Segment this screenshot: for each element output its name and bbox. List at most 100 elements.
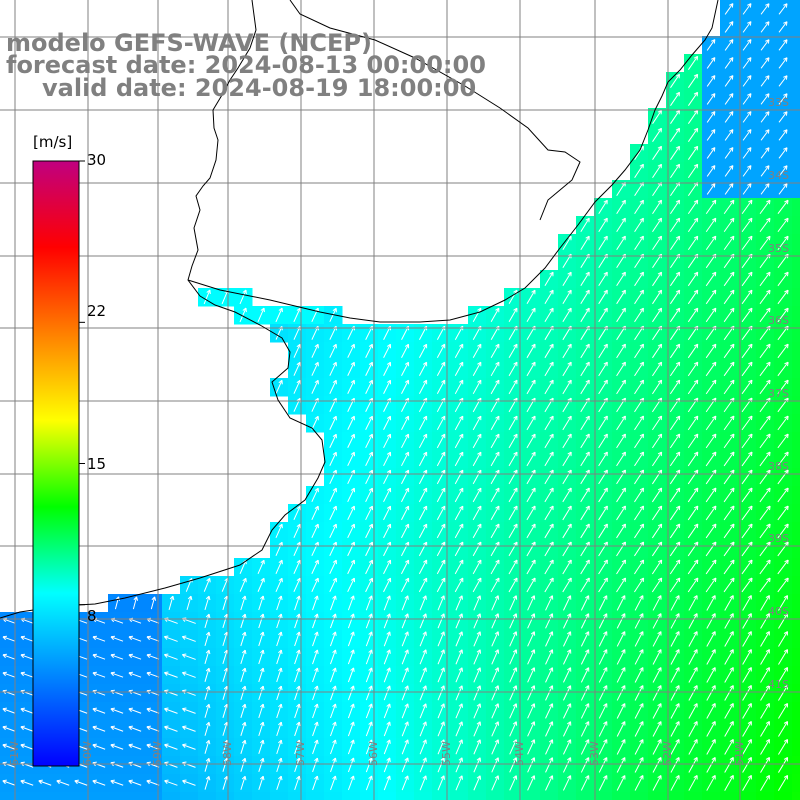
wind-speed-cell [162, 792, 181, 800]
wind-arrow [508, 379, 518, 395]
wind-arrow [472, 559, 482, 575]
wind-arrow [454, 379, 464, 395]
wind-arrow [312, 667, 319, 683]
wind-arrow [760, 721, 770, 737]
wind-arrow [312, 721, 319, 737]
wind-arrow [544, 523, 554, 539]
wind-speed-cell [378, 792, 397, 800]
wind-arrow [128, 725, 142, 732]
wind-arrow [724, 595, 734, 611]
wind-arrow [491, 685, 500, 701]
wind-speed-cell [288, 792, 307, 800]
wind-arrow [383, 397, 392, 413]
wind-arrow [365, 451, 374, 467]
wind-speed-cell [792, 18, 800, 37]
wind-arrow [401, 721, 409, 737]
wind-speed-cell [720, 792, 739, 800]
wind-arrow [741, 433, 753, 449]
wind-arrow [652, 649, 662, 665]
wind-arrow [634, 685, 644, 701]
wind-arrow [455, 667, 463, 683]
wind-arrow [742, 129, 752, 141]
wind-arrow [778, 649, 789, 665]
wind-speed-cell [54, 792, 73, 800]
wind-speed-cell [792, 450, 800, 469]
wind-arrow [276, 739, 283, 755]
wind-arrow [562, 721, 572, 737]
wind-arrow [598, 577, 608, 593]
wind-speed-cell [792, 558, 800, 577]
wind-arrow [258, 703, 265, 719]
wind-arrow [293, 379, 301, 394]
wind-arrow [705, 415, 717, 431]
wind-arrow [509, 631, 518, 647]
wind-arrow [669, 505, 681, 521]
wind-arrow [598, 613, 608, 629]
wind-arrow [455, 649, 463, 665]
wind-arrow [742, 775, 752, 791]
wind-arrow [312, 685, 319, 701]
wind-arrow [580, 487, 590, 503]
wind-speed-cell [792, 702, 800, 721]
wind-arrow [455, 721, 463, 737]
wind-arrow [383, 559, 392, 575]
colorbar [32, 160, 85, 767]
wind-arrow [545, 595, 554, 611]
longitude-label: 59W [151, 741, 164, 766]
wind-arrow [365, 505, 374, 521]
wind-arrow [688, 55, 699, 70]
wind-speed-cell [792, 630, 800, 649]
wind-arrow [545, 631, 554, 647]
wind-arrow [329, 631, 337, 647]
wind-arrow [706, 39, 716, 51]
wind-speed-cell [792, 432, 800, 451]
wind-arrow [329, 667, 337, 683]
wind-arrow [760, 703, 770, 719]
wind-arrow [687, 163, 699, 179]
wind-arrow [491, 757, 500, 773]
wind-arrow [330, 775, 337, 791]
wind-arrow [670, 127, 681, 142]
wind-arrow [723, 289, 735, 305]
wind-arrow [706, 595, 716, 611]
wind-arrow [669, 577, 681, 593]
wind-arrow [508, 451, 518, 467]
wind-arrow [634, 361, 644, 377]
wind-arrow [616, 685, 626, 701]
wind-arrow [759, 577, 771, 593]
wind-arrow [401, 667, 409, 683]
wind-arrow [634, 631, 644, 647]
wind-arrow [418, 541, 428, 557]
wind-arrow [311, 343, 319, 358]
wind-arrow [92, 671, 106, 678]
wind-arrow [436, 433, 446, 449]
wind-arrow [365, 667, 373, 683]
wind-arrow [473, 739, 482, 755]
wind-arrow [509, 613, 518, 629]
wind-arrow [491, 703, 500, 719]
wind-arrow [454, 361, 464, 377]
wind-speed-cell [792, 486, 800, 505]
wind-arrow [418, 505, 428, 521]
wind-arrow [527, 685, 536, 701]
wind-arrow [128, 653, 142, 660]
wind-arrow [742, 111, 752, 123]
wind-arrow [724, 57, 734, 69]
wind-arrow [688, 739, 698, 755]
wind-arrow [616, 667, 626, 683]
wind-arrow [365, 613, 373, 629]
wind-arrow [544, 415, 554, 431]
wind-arrow [365, 649, 373, 665]
colorbar-tick-8: 8 [87, 607, 97, 625]
wind-arrow [706, 703, 716, 719]
wind-arrow [146, 743, 160, 750]
wind-arrow [741, 415, 753, 431]
wind-speed-cell [792, 54, 800, 73]
wind-arrow [598, 667, 608, 683]
wind-arrow [687, 559, 699, 575]
wind-arrow [706, 183, 716, 195]
wind-arrow [365, 343, 373, 358]
wind-arrow [204, 739, 211, 754]
wind-arrow [723, 541, 735, 557]
wind-arrow [383, 361, 392, 376]
